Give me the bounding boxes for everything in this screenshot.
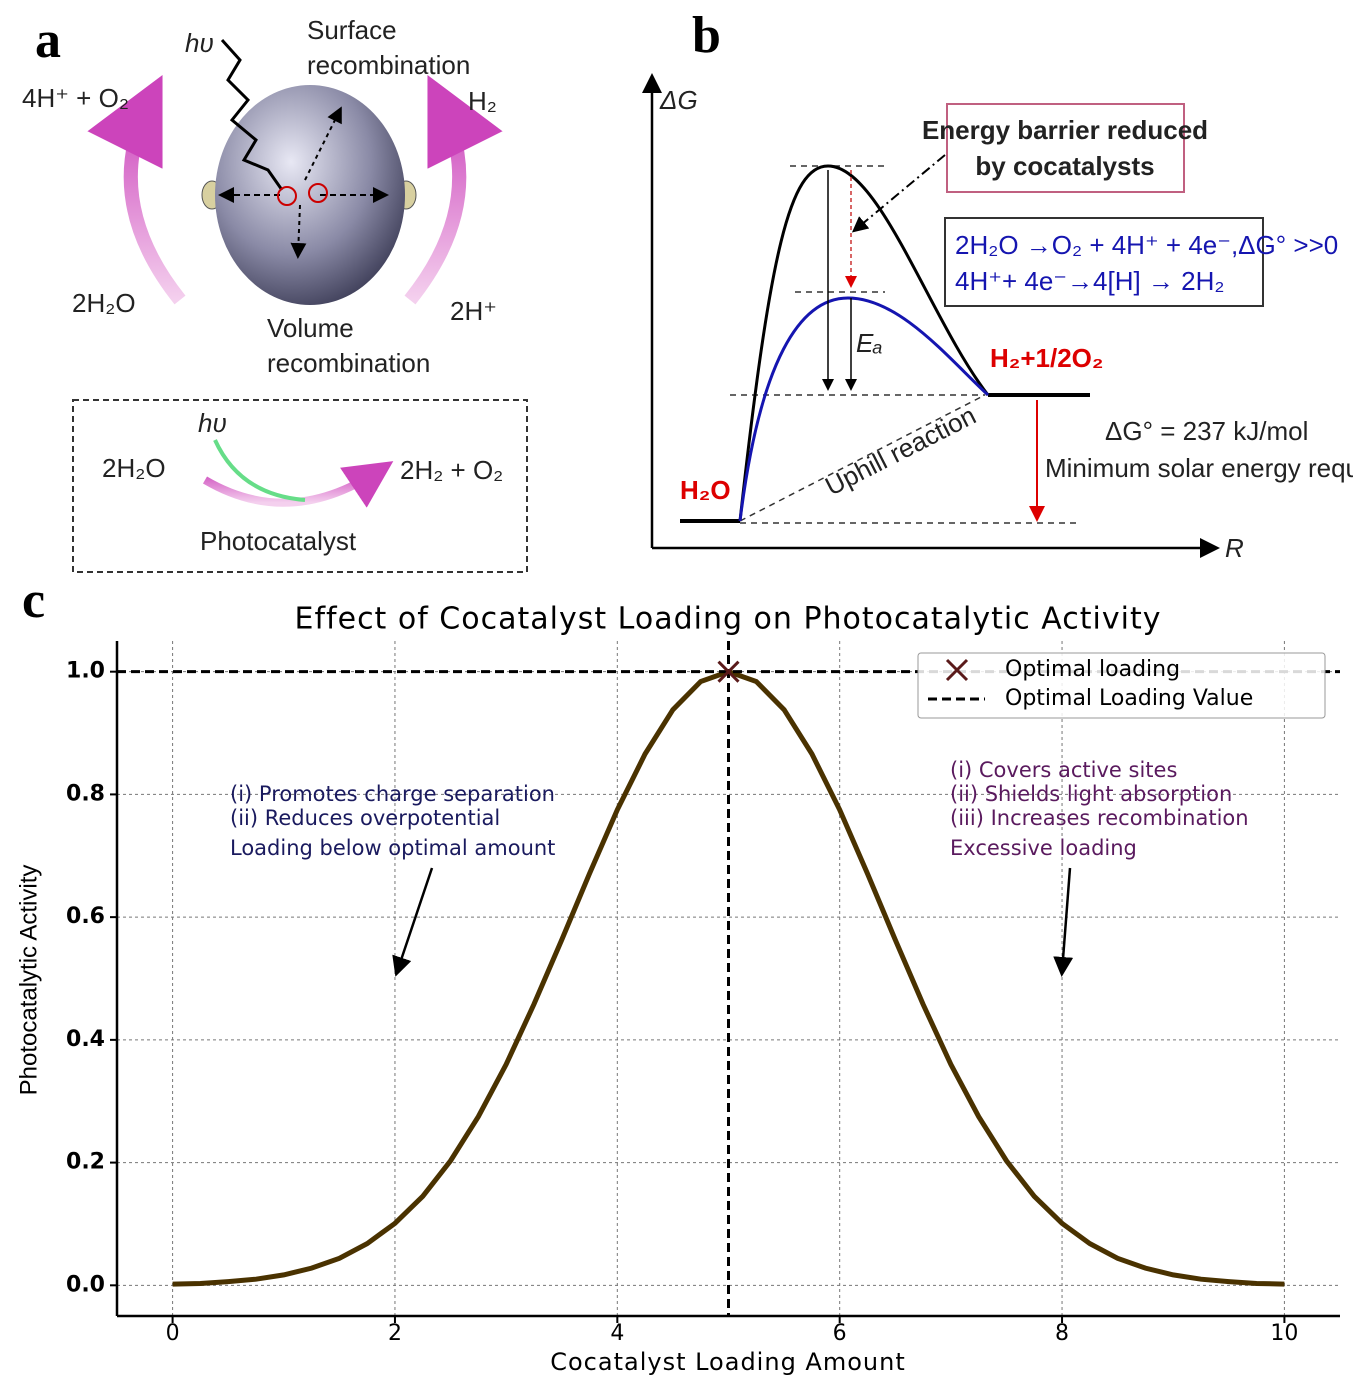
label: 2H₂O →O₂ + 4H⁺ + 4e⁻,ΔG° >>0	[955, 230, 1338, 260]
panel-label: a	[35, 12, 61, 69]
x-tick-label: 4	[610, 1321, 624, 1346]
panel-b: ΔG R Energy barrier reduced by cocatalys…	[642, 73, 1353, 563]
arrow	[202, 461, 394, 508]
annotation-arrow	[1053, 867, 1074, 977]
label: 4H⁺ + O₂	[22, 83, 129, 113]
y-tick-label: 0.0	[66, 1272, 105, 1297]
annotation: (iii) Increases recombination	[950, 806, 1249, 830]
x-tick-label: 8	[1055, 1321, 1069, 1346]
arrow	[87, 74, 186, 305]
curve	[738, 164, 990, 522]
axis-label: R	[1225, 533, 1244, 563]
reaction-box	[944, 217, 1264, 307]
y-tick-label: 0.6	[66, 904, 105, 929]
x-tick-label: 0	[166, 1321, 180, 1346]
label: Surface	[307, 15, 397, 45]
label: by cocatalysts	[975, 151, 1154, 181]
label: 2H⁺	[450, 296, 497, 326]
hole	[277, 186, 297, 206]
label: 2H₂ + O₂	[400, 455, 503, 485]
annotation: Loading below optimal amount	[230, 836, 555, 860]
chart-title: Effect of Cocatalyst Loading on Photocat…	[295, 602, 1162, 637]
callout-box	[946, 103, 1185, 193]
annotation-arrow	[392, 867, 434, 977]
x-tick-label: 10	[1270, 1321, 1298, 1346]
annotation: (ii) Shields light absorption	[950, 782, 1232, 806]
label: hυ	[185, 28, 214, 58]
legend-box	[917, 652, 1326, 719]
label: 4H⁺+ 4e⁻→4[H] → 2H₂	[955, 266, 1224, 296]
legend-label: Optimal Loading Value	[1005, 686, 1253, 711]
box	[72, 399, 528, 573]
y-tick-label: 0.8	[66, 781, 105, 806]
panel-label: c	[22, 572, 45, 629]
label: 2H₂O	[102, 453, 166, 483]
label: Eₐ	[856, 328, 883, 358]
legend-marker	[945, 658, 969, 682]
arrow	[290, 204, 307, 259]
axis-label: ΔG	[659, 85, 698, 115]
y-axis-label: Photocatalytic Activity	[15, 865, 42, 1096]
panel-a: hυ Surface recombination 4H⁺ + O₂ H₂ 2H₂…	[22, 15, 528, 573]
electron	[308, 183, 328, 203]
arrow	[404, 74, 503, 305]
legend-label: Optimal loading	[1005, 657, 1180, 682]
label: Energy barrier reduced	[922, 115, 1208, 145]
label: Minimum solar energy required	[1045, 453, 1353, 483]
arrow	[304, 106, 342, 181]
label: Photocatalyst	[200, 526, 357, 556]
chart-c: Effect of Cocatalyst Loading on Photocat…	[15, 602, 1162, 1377]
label: H₂O	[680, 475, 731, 505]
photon	[220, 38, 284, 191]
label: 2H₂O	[72, 288, 136, 318]
label: ΔG° = 237 kJ/mol	[1105, 416, 1308, 446]
x-axis-label: Cocatalyst Loading Amount	[550, 1348, 906, 1376]
label: hυ	[198, 408, 227, 438]
y-tick-label: 0.2	[66, 1150, 105, 1175]
annotation: (ii) Reduces overpotential	[230, 806, 500, 830]
x-tick-label: 2	[388, 1321, 402, 1346]
optimal-marker	[717, 660, 740, 683]
panel-label: b	[692, 7, 721, 64]
label: H₂	[468, 86, 497, 116]
annotation: (i) Covers active sites	[950, 758, 1177, 782]
label: Uphill reaction	[820, 400, 980, 502]
x-tick-label: 6	[833, 1321, 847, 1346]
y-tick-label: 0.4	[66, 1027, 105, 1052]
label: recombination	[267, 348, 430, 378]
y-tick-label: 1.0	[66, 659, 105, 684]
label: recombination	[307, 50, 470, 80]
arrow	[213, 439, 306, 502]
annotation: (i) Promotes charge separation	[230, 782, 555, 806]
curve	[738, 296, 990, 522]
label: Volume	[267, 313, 354, 343]
annotation: Excessive loading	[950, 836, 1137, 860]
label: H₂+1/2O₂	[990, 343, 1103, 373]
